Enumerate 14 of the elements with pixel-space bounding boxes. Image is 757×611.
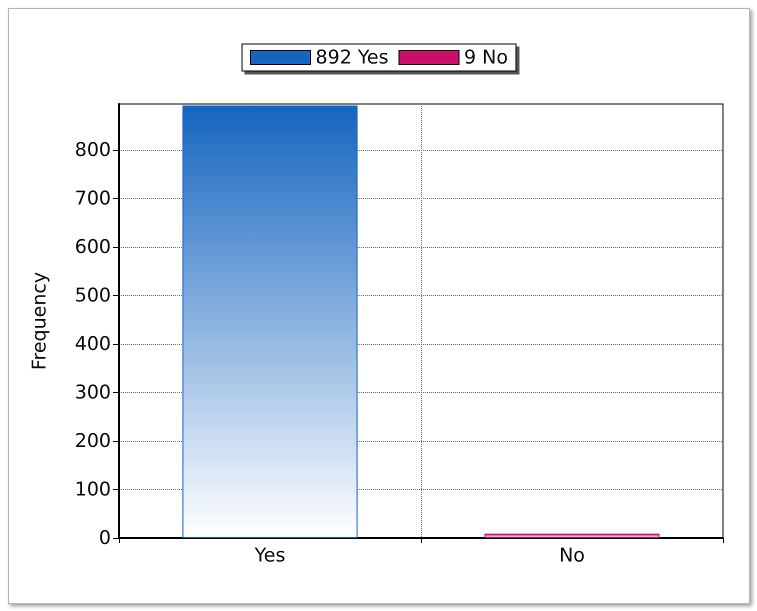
y-tick-label: 600 bbox=[74, 236, 111, 258]
y-tick-label: 200 bbox=[74, 430, 111, 452]
y-tick-label: 100 bbox=[74, 478, 111, 501]
y-axis-title: Frequency bbox=[28, 272, 50, 370]
legend-label: 892 Yes bbox=[316, 46, 389, 68]
y-tick-label: 500 bbox=[74, 284, 111, 307]
y-tick-label: 700 bbox=[74, 188, 111, 210]
y-tick-label: 800 bbox=[74, 139, 111, 162]
x-tick-label: Yes bbox=[254, 544, 286, 566]
legend-label: 9 No bbox=[464, 46, 508, 68]
y-tick-label: 300 bbox=[74, 382, 111, 404]
y-tick-label: 0 bbox=[98, 527, 111, 549]
x-tick-label: No bbox=[559, 544, 585, 566]
y-tick-label: 400 bbox=[74, 333, 111, 356]
